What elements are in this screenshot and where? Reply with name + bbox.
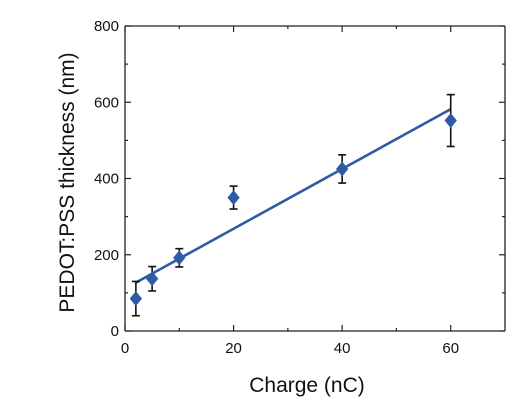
data-point bbox=[129, 291, 143, 307]
data-point bbox=[173, 250, 186, 266]
x-tick-label: 0 bbox=[121, 340, 129, 357]
y-tick-label: 600 bbox=[94, 94, 119, 111]
x-tick-label: 40 bbox=[334, 340, 351, 357]
data-point bbox=[335, 161, 349, 177]
x-axis-label: Charge (nC) bbox=[249, 374, 365, 397]
data-point bbox=[145, 271, 159, 287]
axis-ticks bbox=[124, 25, 505, 332]
fit-line bbox=[135, 107, 452, 284]
x-tick-label: 20 bbox=[225, 340, 242, 357]
y-axis-label: PEDOT:PSS thickness (nm) bbox=[56, 52, 79, 312]
y-tick-label: 0 bbox=[111, 323, 119, 340]
y-tick-label: 200 bbox=[94, 247, 119, 264]
data-points bbox=[129, 113, 457, 307]
data-point bbox=[444, 113, 457, 129]
x-tick-label: 60 bbox=[442, 340, 459, 357]
y-tick-label: 800 bbox=[94, 18, 119, 35]
data-point bbox=[227, 190, 240, 206]
y-tick-label: 400 bbox=[94, 171, 119, 188]
plot-frame bbox=[124, 25, 506, 332]
error-bars bbox=[131, 93, 455, 317]
